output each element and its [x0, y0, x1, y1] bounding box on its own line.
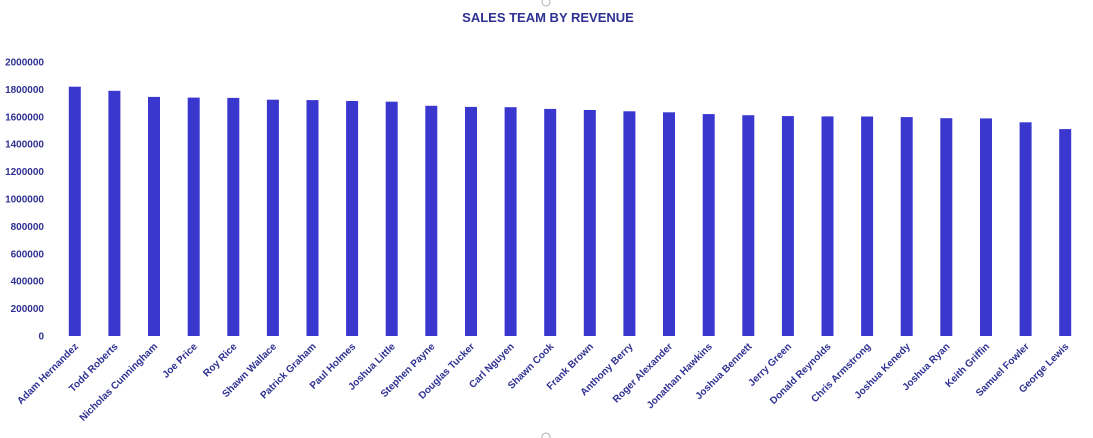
- bar: [861, 116, 874, 336]
- bar: [544, 108, 557, 337]
- bar: [465, 106, 477, 337]
- bar: [68, 86, 81, 336]
- y-tick-label: 2000000: [5, 58, 44, 69]
- chart-title: SALES TEAM BY REVENUE: [462, 10, 634, 25]
- bar: [227, 97, 240, 337]
- bar: [900, 117, 913, 336]
- bar: [425, 105, 438, 336]
- y-tick-label: 1800000: [5, 85, 44, 96]
- bar: [583, 110, 596, 336]
- bar: [821, 116, 834, 337]
- bar: [1019, 122, 1032, 336]
- bar: [346, 101, 359, 336]
- bar: [108, 90, 121, 336]
- bar: [623, 111, 636, 336]
- x-tick-label: Jonathan Hawkins: [645, 341, 715, 411]
- bar: [702, 114, 715, 336]
- x-tick-label: Joe Price: [161, 341, 201, 381]
- bar: [187, 97, 200, 336]
- y-tick-label: 400000: [11, 277, 45, 288]
- bars: [68, 86, 1072, 337]
- bar: [504, 107, 517, 336]
- chart-resize-handle-bottom[interactable]: [541, 432, 551, 438]
- bar: [266, 99, 279, 336]
- x-tick-label: Adam Hernandez: [15, 341, 81, 407]
- bar: [980, 118, 992, 337]
- y-axis: 0 200000 400000 600000 800000 1000000 1200000 1…: [5, 58, 44, 343]
- x-tick-label: Nicholas Cunningham: [78, 341, 160, 423]
- bar: [940, 118, 953, 336]
- chart-resize-handle-top[interactable]: [541, 0, 551, 7]
- bar: [663, 112, 675, 336]
- bar: [781, 116, 794, 336]
- y-tick-label: 1600000: [5, 112, 44, 123]
- bar: [1059, 129, 1072, 336]
- y-tick-label: 1400000: [5, 140, 44, 151]
- y-tick-label: 200000: [11, 304, 45, 315]
- y-tick-label: 800000: [11, 222, 45, 233]
- bar: [385, 101, 398, 336]
- bar: [148, 96, 160, 337]
- y-tick-label: 1200000: [5, 167, 44, 178]
- bar: [742, 115, 755, 336]
- y-tick-label: 600000: [11, 249, 45, 260]
- y-tick-label: 1000000: [5, 195, 44, 206]
- bar: [306, 100, 319, 336]
- y-tick-label: 0: [38, 332, 44, 343]
- x-tick-label: Roy Rice: [201, 341, 239, 379]
